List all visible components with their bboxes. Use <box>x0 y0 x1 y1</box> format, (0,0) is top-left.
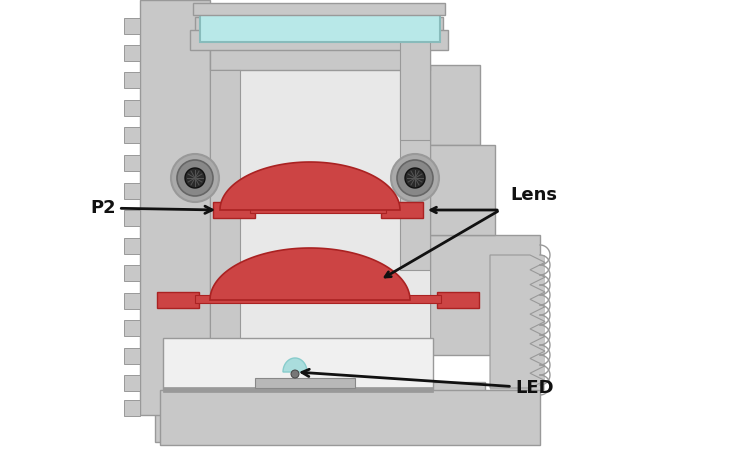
FancyBboxPatch shape <box>124 127 140 143</box>
FancyBboxPatch shape <box>381 202 423 218</box>
FancyBboxPatch shape <box>210 42 430 70</box>
Polygon shape <box>490 255 545 388</box>
Circle shape <box>397 160 433 196</box>
Text: LED: LED <box>302 369 554 397</box>
FancyBboxPatch shape <box>124 238 140 254</box>
Text: P2: P2 <box>90 199 212 217</box>
FancyBboxPatch shape <box>210 65 430 415</box>
Circle shape <box>405 168 425 188</box>
FancyBboxPatch shape <box>250 205 386 213</box>
FancyBboxPatch shape <box>124 72 140 88</box>
FancyBboxPatch shape <box>490 255 545 390</box>
FancyBboxPatch shape <box>124 400 140 416</box>
FancyBboxPatch shape <box>190 30 448 50</box>
Text: Lens: Lens <box>510 186 557 204</box>
FancyBboxPatch shape <box>430 65 480 145</box>
FancyBboxPatch shape <box>157 292 199 308</box>
FancyBboxPatch shape <box>124 348 140 364</box>
FancyBboxPatch shape <box>124 18 140 34</box>
Circle shape <box>291 370 299 378</box>
Polygon shape <box>283 358 307 372</box>
Circle shape <box>391 154 439 202</box>
FancyBboxPatch shape <box>124 183 140 199</box>
FancyBboxPatch shape <box>124 155 140 171</box>
FancyBboxPatch shape <box>400 70 430 270</box>
FancyBboxPatch shape <box>195 17 220 35</box>
Circle shape <box>177 160 213 196</box>
FancyBboxPatch shape <box>418 17 443 35</box>
Circle shape <box>185 168 205 188</box>
FancyBboxPatch shape <box>124 210 140 226</box>
FancyBboxPatch shape <box>163 338 433 390</box>
FancyBboxPatch shape <box>124 45 140 61</box>
FancyBboxPatch shape <box>437 292 479 308</box>
FancyBboxPatch shape <box>400 40 430 140</box>
FancyBboxPatch shape <box>200 12 440 42</box>
Polygon shape <box>210 248 410 300</box>
FancyBboxPatch shape <box>213 202 255 218</box>
FancyBboxPatch shape <box>430 145 495 235</box>
FancyBboxPatch shape <box>124 293 140 309</box>
FancyBboxPatch shape <box>160 390 540 445</box>
FancyBboxPatch shape <box>155 382 485 442</box>
FancyBboxPatch shape <box>124 265 140 281</box>
FancyBboxPatch shape <box>163 387 433 392</box>
FancyBboxPatch shape <box>140 0 210 415</box>
FancyBboxPatch shape <box>195 295 441 303</box>
FancyBboxPatch shape <box>193 3 445 15</box>
FancyBboxPatch shape <box>430 235 540 355</box>
FancyBboxPatch shape <box>124 100 140 116</box>
Polygon shape <box>220 162 400 210</box>
FancyBboxPatch shape <box>210 70 240 415</box>
FancyBboxPatch shape <box>124 320 140 336</box>
Circle shape <box>171 154 219 202</box>
FancyBboxPatch shape <box>124 375 140 391</box>
FancyBboxPatch shape <box>255 378 355 388</box>
